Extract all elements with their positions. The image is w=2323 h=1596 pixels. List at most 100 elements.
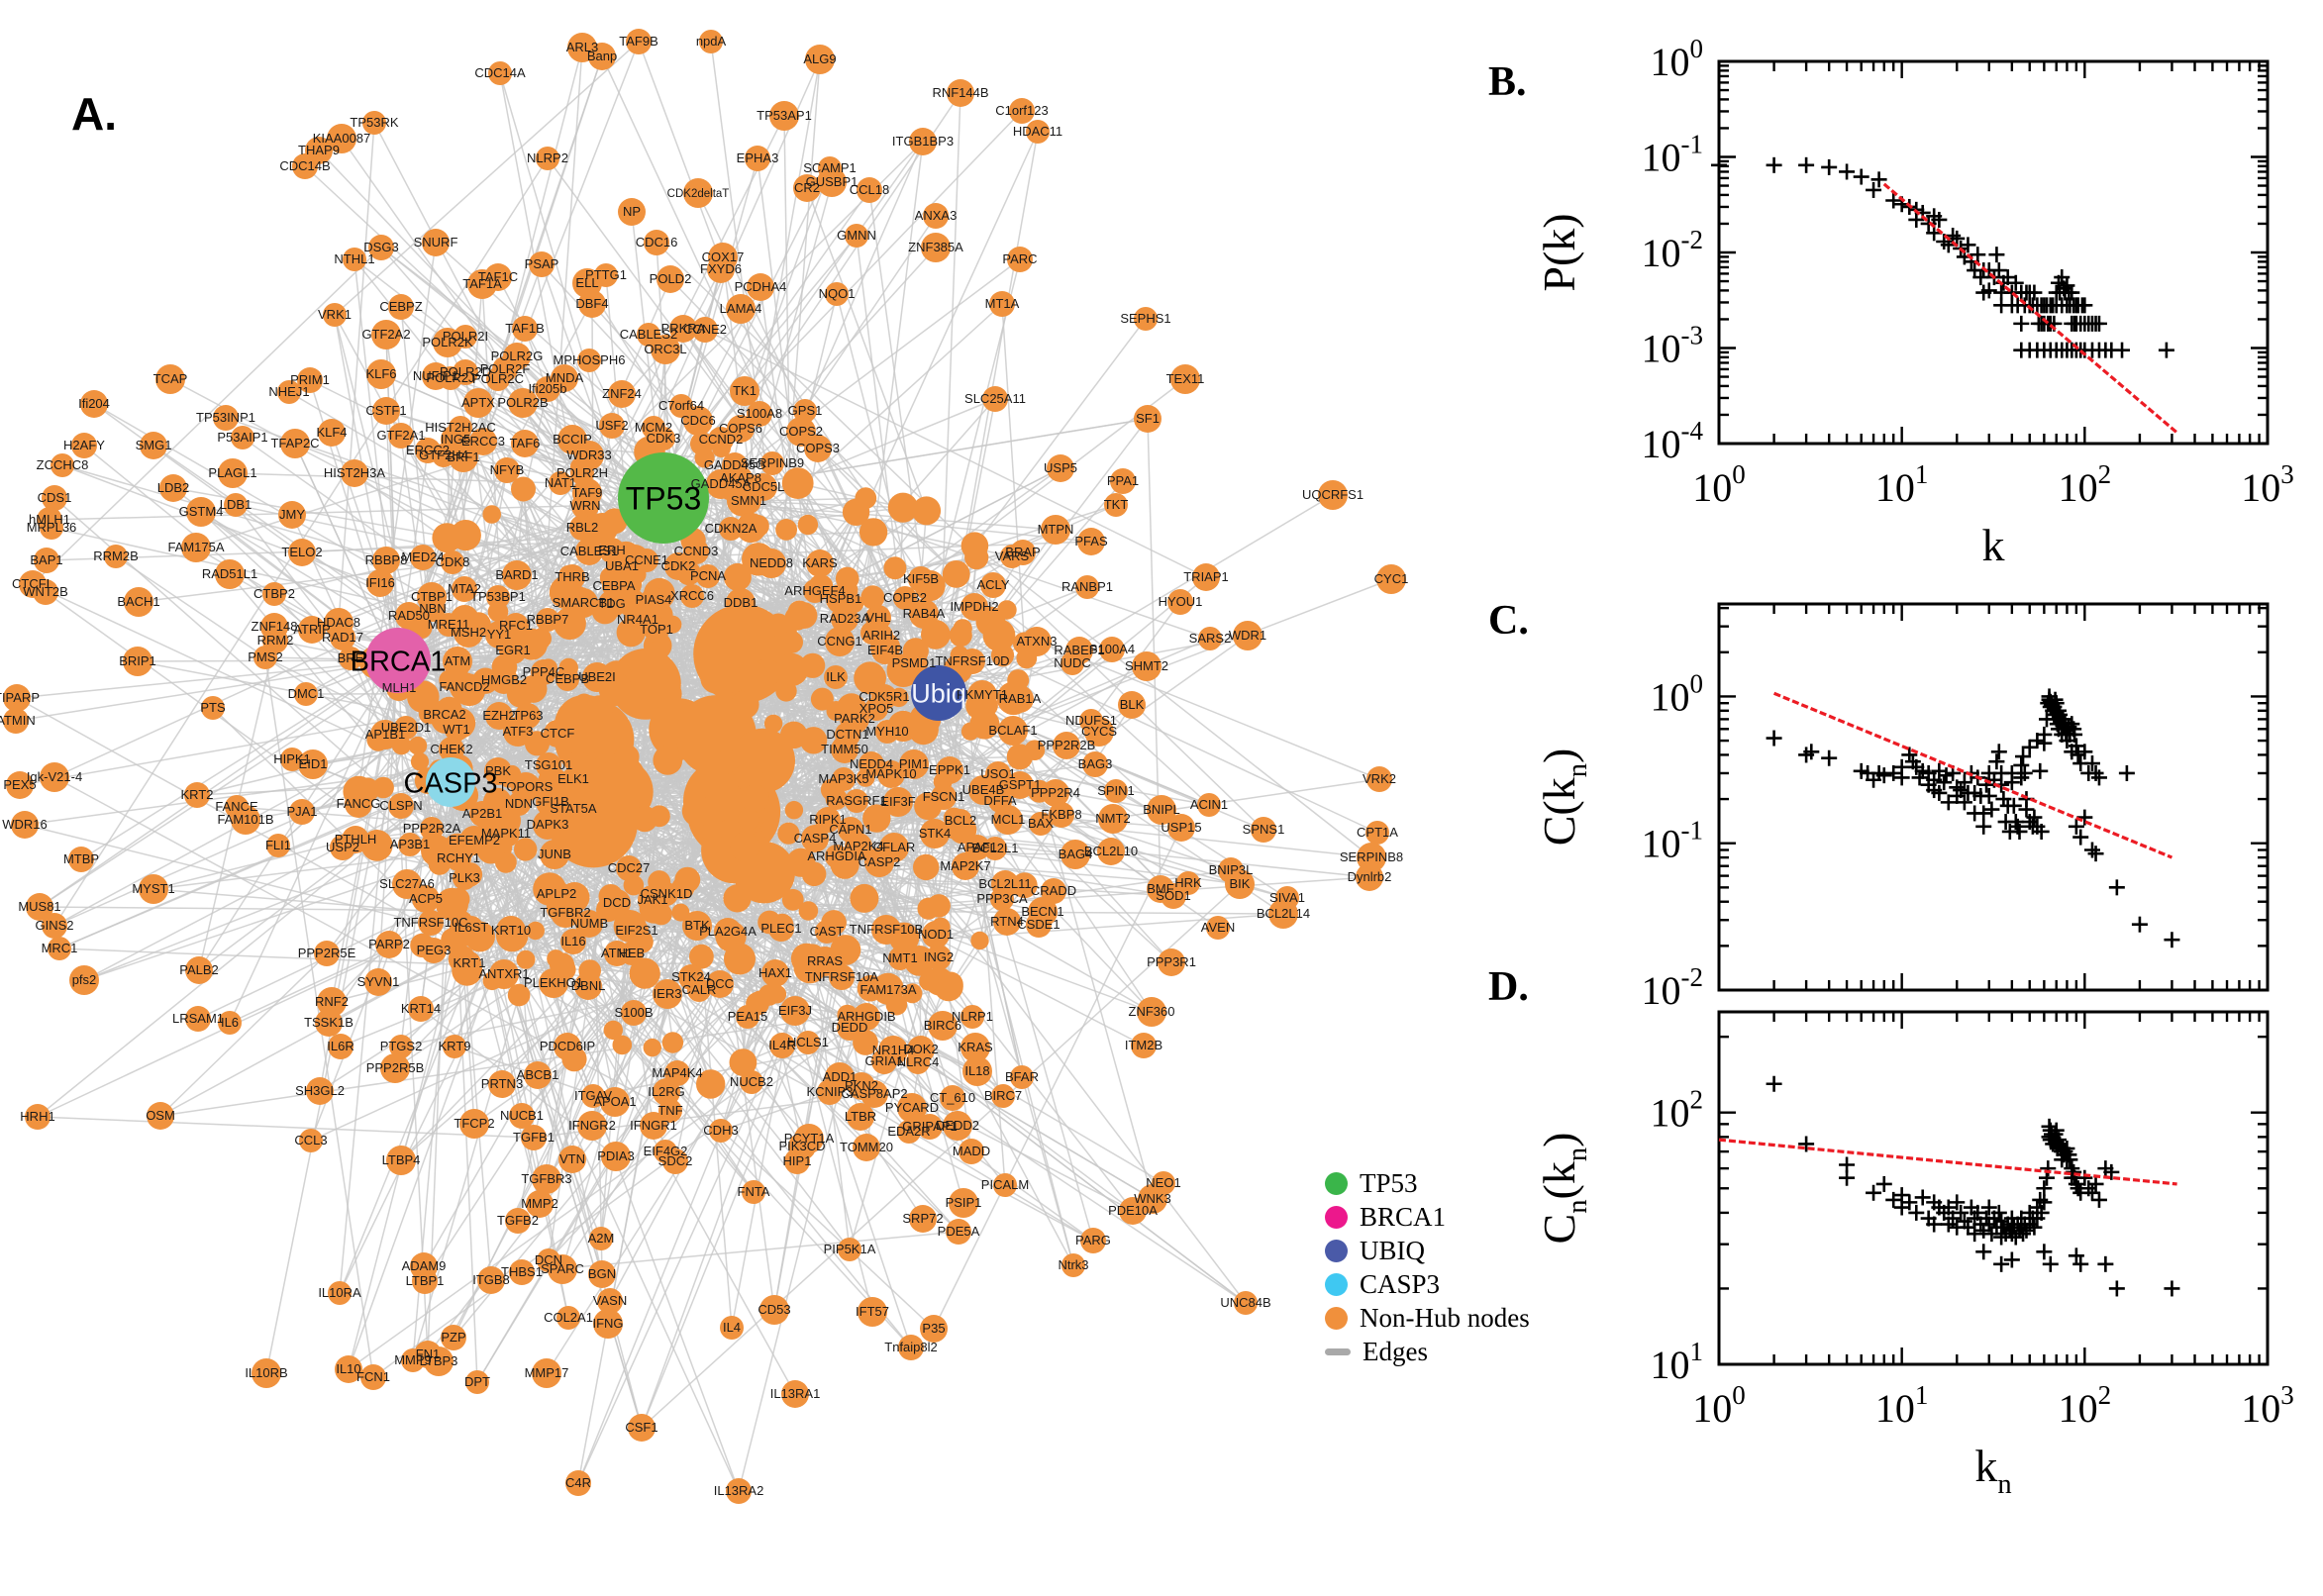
non-hub-node (512, 316, 538, 342)
node-label: NDN (505, 796, 533, 811)
non-hub-node (3, 684, 31, 712)
non-hub-node (612, 1035, 633, 1055)
node-label: GFI1B (532, 794, 569, 809)
non-hub-node (829, 964, 855, 990)
non-hub-node (804, 435, 832, 462)
node-label: NEDD8 (750, 555, 793, 570)
tick-label: 10-4 (1642, 416, 1704, 466)
node-label: IL4 (723, 1320, 741, 1335)
non-hub-node (781, 1380, 809, 1408)
network-edge (730, 487, 959, 1127)
non-hub-node (362, 111, 386, 135)
non-hub-node (516, 949, 536, 969)
node-label: C4R (565, 1475, 591, 1490)
node-label: HRH1 (20, 1109, 54, 1124)
node-label: ZCCHC8 (37, 457, 89, 472)
node-label: PALB2 (179, 962, 219, 977)
node-label: MYST1 (132, 881, 174, 896)
non-hub-node (692, 317, 718, 343)
non-hub-node (299, 1129, 323, 1152)
node-label: BIRC6 (924, 1018, 961, 1033)
non-hub-node (531, 659, 556, 685)
node-label: PARP2 (368, 937, 410, 951)
node-label: LTBP3 (420, 1353, 458, 1368)
non-hub-node (860, 1080, 888, 1108)
node-label: A2M (588, 1231, 615, 1246)
network-edge (682, 328, 940, 694)
node-label: ING2 (924, 949, 954, 964)
non-hub-node (414, 1341, 442, 1368)
non-hub-node (706, 469, 736, 499)
non-hub-node (40, 516, 63, 540)
non-hub-node (717, 820, 736, 839)
non-hub-node (433, 328, 462, 357)
non-hub-node (726, 294, 756, 324)
non-hub-node (412, 1268, 438, 1294)
non-hub-node (345, 790, 372, 818)
node-label: MTA2 (448, 581, 481, 596)
node-label: TAF6 (510, 436, 541, 450)
node-label: CTCFL (12, 576, 53, 591)
node-label: IL10RB (245, 1365, 287, 1380)
node-label: PCNA (690, 568, 726, 583)
non-hub-node (671, 903, 690, 922)
non-hub-node (372, 547, 400, 574)
non-hub-node (1197, 793, 1221, 817)
non-hub-node (1110, 468, 1136, 494)
node-label: IFI16 (365, 575, 395, 590)
node-label: ZNF385A (908, 240, 963, 254)
y-axis-label: C(kn​) (1534, 748, 1593, 847)
plot-frame (1717, 59, 2270, 446)
network-edge (372, 1027, 851, 1378)
non-hub-node (327, 124, 356, 153)
non-hub-node (418, 910, 444, 936)
non-hub-node (883, 787, 913, 817)
node-label: ZNF24 (602, 386, 642, 401)
node-label: ELK1 (557, 771, 589, 786)
non-hub-node (388, 294, 414, 320)
node-label: ANXA3 (915, 208, 958, 223)
node-label: PEA15 (728, 1009, 767, 1024)
node-label: BACH1 (117, 594, 159, 609)
non-hub-node (224, 493, 248, 517)
non-hub-node (503, 717, 533, 747)
network-node-labels: TP53RKKIAA0087THAP9CDC14BCDC14AARL3BanpT… (0, 34, 1408, 1498)
non-hub-node (661, 1032, 684, 1053)
non-hub-node (696, 564, 720, 588)
non-hub-node (420, 817, 444, 841)
non-hub-node (1233, 621, 1262, 650)
node-label: PSMD1 (892, 655, 937, 670)
node-label: IL6ST (454, 920, 489, 935)
node-label: RTN4 (990, 914, 1024, 929)
network-edge (53, 497, 664, 778)
network-edge (430, 844, 1094, 1242)
node-label: FANCG (337, 796, 381, 811)
non-hub-node (42, 485, 67, 511)
non-hub-node (757, 549, 786, 578)
node-label: PPA1 (1107, 473, 1139, 488)
non-hub-node (781, 467, 814, 499)
non-hub-node (532, 1358, 561, 1388)
non-hub-node (1022, 627, 1052, 656)
node-label: PPP2R5B (366, 1060, 425, 1075)
node-label: TFAP2C (270, 436, 319, 450)
node-label: SMG1 (136, 438, 172, 452)
node-label: ITM2B (1125, 1038, 1162, 1052)
node-label: MAP3K5 (818, 771, 868, 786)
node-label: TNFRSF10C (393, 915, 467, 930)
node-label: FSCN1 (923, 789, 965, 804)
node-label: SF1 (1136, 411, 1160, 426)
node-label: MAPK11 (481, 826, 531, 841)
node-label: CD53 (758, 1302, 790, 1317)
node-label: MRPL36 (27, 520, 77, 535)
node-label: GADD45G (704, 457, 765, 472)
node-label: PEX5 (3, 777, 36, 792)
network-edge (546, 922, 835, 1374)
non-hub-node (277, 380, 301, 404)
non-hub-node (323, 303, 347, 327)
non-hub-node (465, 1370, 489, 1394)
node-label: RRM2B (93, 549, 139, 563)
node-label: LTBP1 (406, 1273, 445, 1288)
non-hub-node (549, 471, 572, 495)
network-edge (159, 1014, 848, 1117)
